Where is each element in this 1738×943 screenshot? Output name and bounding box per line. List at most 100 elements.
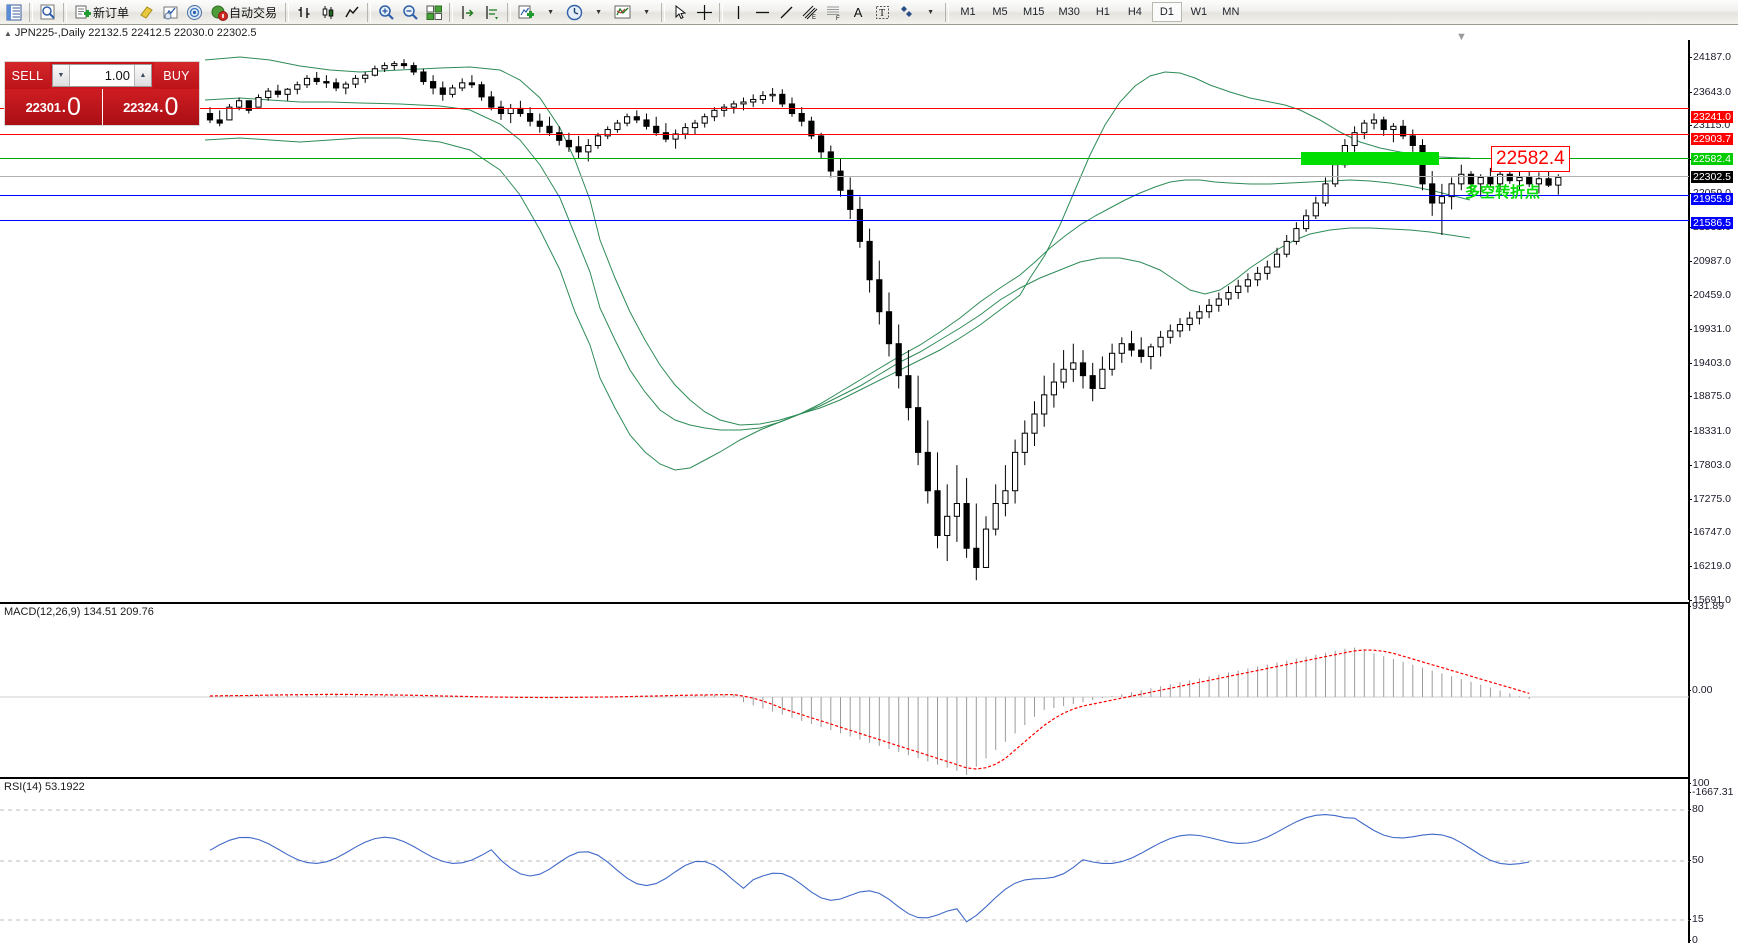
highlight-rectangle[interactable] — [1301, 152, 1439, 165]
price-axis-tick: 17275.0 — [1689, 492, 1731, 505]
strategy-tester-icon[interactable] — [159, 2, 181, 23]
line-chart-icon[interactable] — [341, 2, 363, 23]
chart-shift-icon[interactable] — [481, 2, 503, 23]
text-label-icon[interactable]: T — [871, 2, 893, 23]
equidistant-channel-icon[interactable]: E — [799, 2, 821, 23]
buy-price[interactable]: 22324. 0 — [101, 89, 199, 125]
zoom-out-icon[interactable] — [399, 2, 421, 23]
new-order-button[interactable]: 新订单 — [71, 2, 133, 23]
horizontal-line-icon[interactable] — [751, 2, 773, 23]
sell-price[interactable]: 22301. 0 — [5, 89, 102, 125]
volume-value[interactable]: 1.00 — [104, 68, 130, 83]
crosshair-icon[interactable] — [693, 2, 715, 23]
toolbar-separator-5 — [449, 2, 454, 22]
bollinger-upper-band — [204, 56, 1470, 426]
price-axis-tick: 16747.0 — [1689, 526, 1731, 539]
rsi-label: RSI(14) 53.1922 — [4, 781, 85, 793]
collapse-arrow-icon[interactable]: ▲ — [4, 29, 12, 38]
timeframe-button-w1[interactable]: W1 — [1190, 6, 1208, 18]
svg-text:T: T — [879, 8, 885, 19]
price-axis-tick: 16219.0 — [1689, 560, 1731, 573]
new-order-label: 新订单 — [93, 5, 130, 20]
toolbar-separator-6 — [507, 2, 512, 22]
toolbar-separator-9 — [945, 2, 950, 22]
cursor-icon[interactable] — [669, 2, 691, 23]
fibonacci-icon[interactable]: F — [823, 2, 845, 23]
svg-text:E: E — [812, 15, 816, 21]
trendline-icon[interactable] — [775, 2, 797, 23]
timeframe-button-d1[interactable]: D1 — [1151, 2, 1182, 22]
periods-dropdown-caret[interactable]: ▼ — [595, 8, 602, 16]
macd-signal-line — [209, 649, 1530, 770]
price-axis-tick: 20459.0 — [1689, 289, 1731, 302]
chinese-annotation-note[interactable]: 多空转折点 — [1465, 183, 1541, 201]
chart-canvas-area[interactable]: ▲ JPN225-,Daily 22132.5 22412.5 22030.0 2… — [0, 25, 1738, 943]
candlestick-series — [206, 59, 1562, 581]
autotrading-label: 自动交易 — [229, 5, 278, 20]
data-window-icon[interactable] — [37, 2, 59, 23]
macd-pane[interactable]: MACD(12,26,9) 134.51 209.76 — [0, 602, 1689, 795]
svg-text:F: F — [836, 16, 840, 21]
macd-label: MACD(12,26,9) 134.51 209.76 — [4, 606, 154, 618]
volume-stepper[interactable]: ▼ 1.00 ▲ — [52, 64, 152, 87]
tile-windows-icon[interactable] — [423, 2, 445, 23]
price-badge-resistance[interactable]: 23241.0 — [1691, 111, 1733, 124]
rsi-axis-tick: 50 — [1688, 854, 1704, 866]
support-line-21955[interactable] — [0, 195, 1689, 196]
trade-panel-header: SELL ▼ 1.00 ▲ BUY — [5, 62, 199, 89]
trade-panel-prices: 22301. 0 22324. 0 — [5, 89, 199, 125]
toolbar-separator-7 — [661, 2, 666, 22]
autotrading-button[interactable]: 自动交易 — [207, 2, 281, 23]
indicators-dropdown-caret[interactable]: ▼ — [547, 8, 554, 16]
volume-increase-icon[interactable]: ▲ — [134, 65, 151, 86]
indicators-icon[interactable] — [515, 2, 537, 23]
zoom-in-icon[interactable] — [375, 2, 397, 23]
buy-price-fraction: 0 — [164, 92, 179, 121]
volume-decrease-icon[interactable]: ▼ — [53, 65, 70, 86]
candlestick-chart-icon[interactable] — [317, 2, 339, 23]
expert-advisor-icon[interactable] — [135, 2, 157, 23]
timeframe-button-h1[interactable]: H1 — [1095, 6, 1110, 18]
price-axis[interactable]: 24187.023643.023115.022587.022059.021531… — [1687, 40, 1738, 943]
price-annotation-label[interactable]: 22582.4 — [1491, 146, 1570, 172]
price-badge-support[interactable]: 21955.9 — [1691, 193, 1733, 206]
vertical-line-icon[interactable] — [727, 2, 749, 23]
auto-scroll-icon[interactable] — [457, 2, 479, 23]
price-badge-target[interactable]: 22582.4 — [1691, 153, 1733, 166]
timeframe-button-m30[interactable]: M30 — [1058, 6, 1080, 18]
objects-icon[interactable] — [895, 2, 917, 23]
bar-chart-icon[interactable] — [293, 2, 315, 23]
timeframe-button-m15[interactable]: M15 — [1023, 6, 1045, 18]
resistance-line-23241[interactable] — [0, 108, 1689, 109]
one-click-trading-panel[interactable]: SELL ▼ 1.00 ▲ BUY 22301. 0 22324. 0 — [4, 61, 200, 126]
price-badge-last-price[interactable]: 22302.5 — [1691, 171, 1733, 184]
rsi-axis-tick: 100 — [1688, 777, 1710, 789]
text-icon[interactable]: A — [847, 2, 869, 23]
templates-dropdown-caret[interactable]: ▼ — [643, 8, 650, 16]
templates-icon[interactable] — [611, 2, 633, 23]
timeframe-button-mn[interactable]: MN — [1222, 6, 1240, 18]
buy-price-separator: . — [159, 98, 164, 116]
last-price-line-22302[interactable] — [0, 176, 1689, 177]
market-watch-icon[interactable] — [3, 2, 25, 23]
price-badge-support[interactable]: 21586.5 — [1691, 217, 1733, 230]
sell-price-integer: 22301 — [25, 99, 61, 115]
resistance-line-22903[interactable] — [0, 134, 1689, 135]
support-line-21586[interactable] — [0, 220, 1689, 221]
objects-dropdown-caret[interactable]: ▼ — [927, 8, 934, 16]
sell-price-separator: . — [61, 98, 66, 116]
sell-button[interactable]: SELL — [5, 62, 50, 89]
periods-icon[interactable] — [563, 2, 585, 23]
buy-button[interactable]: BUY — [154, 62, 199, 89]
timeframe-button-m5[interactable]: M5 — [992, 6, 1008, 18]
symbol-header: ▲ JPN225-,Daily 22132.5 22412.5 22030.0 2… — [4, 27, 257, 39]
price-pane[interactable]: 22582.4 多空转折点 — [0, 40, 1689, 600]
price-badge-resistance[interactable]: 22903.7 — [1691, 132, 1733, 145]
target-line-22582[interactable] — [0, 158, 1689, 159]
chart-shift-marker[interactable]: ▼ — [1456, 31, 1467, 43]
macd-right-border — [1688, 604, 1689, 795]
timeframe-button-h4[interactable]: H4 — [1127, 6, 1142, 18]
rsi-pane[interactable]: RSI(14) 53.1922 — [0, 777, 1689, 943]
signals-icon[interactable] — [183, 2, 205, 23]
timeframe-button-m1[interactable]: M1 — [960, 6, 976, 18]
